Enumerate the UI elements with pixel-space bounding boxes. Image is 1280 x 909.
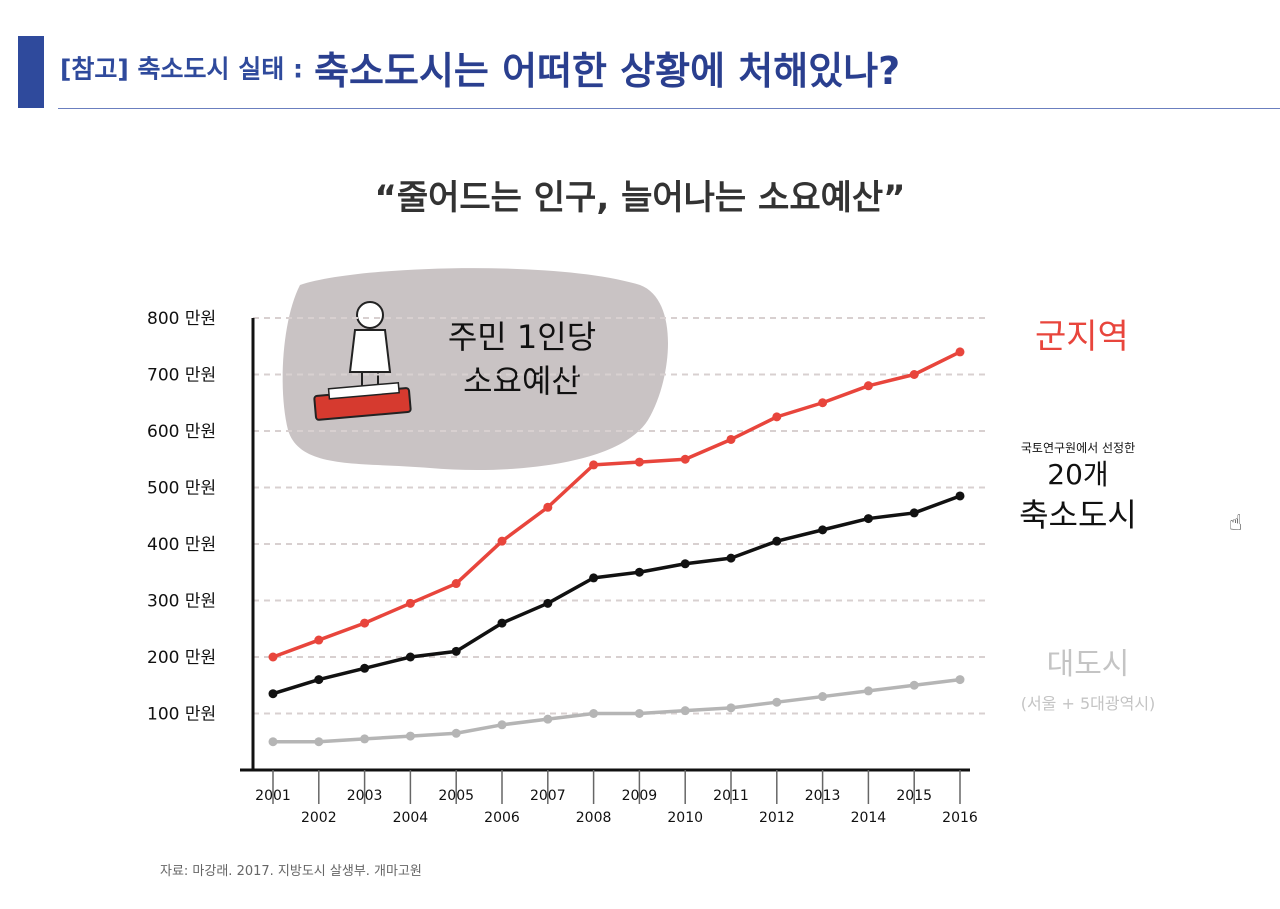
x-tick-label-2004: 2004 [393, 810, 429, 826]
series-0-point-2006 [497, 536, 507, 546]
callout-text-0: 주민 1인당 [448, 318, 596, 356]
series-line-0 [271, 350, 962, 659]
series-2-point-2004 [405, 731, 415, 741]
series-0-point-2004 [405, 598, 415, 608]
series-1-point-2012 [772, 536, 782, 546]
series-0-point-2005 [451, 579, 461, 589]
series-2-point-2012 [772, 697, 782, 707]
y-tick-label-100: 100 만원 [147, 705, 216, 725]
y-tick-label-800: 800 만원 [147, 309, 216, 329]
x-tick-label-2008: 2008 [576, 810, 612, 826]
series-0-point-2001 [268, 652, 278, 662]
series-2-point-2010 [680, 706, 690, 716]
callout-text-1: 소요예산 [463, 362, 581, 400]
series-label-1-line-0: 국토연구원에서 선정한 [1021, 441, 1135, 455]
series-1-point-2007 [543, 598, 553, 608]
series-2-point-2003 [360, 734, 370, 744]
series-label-0: 군지역 [1035, 317, 1129, 357]
series-1-point-2008 [589, 573, 599, 583]
x-tick-label-2005: 2005 [438, 788, 474, 804]
title-underline [58, 108, 1280, 109]
series-0-point-2014 [863, 381, 873, 391]
source-note: 자료: 마강래. 2017. 지방도시 살생부. 개마고원 [160, 864, 422, 879]
series-1-point-2002 [314, 675, 324, 685]
series-line-1 [271, 494, 962, 696]
series-2-point-2015 [909, 680, 919, 690]
title-main: 축소도시는 어떠한 상황에 처해있나? [314, 49, 901, 93]
series-1-point-2013 [818, 525, 828, 535]
series-2-point-2013 [818, 692, 828, 702]
series-0-point-2003 [360, 618, 370, 628]
series-1-point-2004 [405, 652, 415, 662]
series-1-point-2016 [955, 491, 965, 501]
series-2-point-2005 [451, 728, 461, 738]
y-tick-label-600: 600 만원 [147, 422, 216, 442]
series-1-point-2014 [863, 514, 873, 524]
x-tick-label-2015: 2015 [896, 788, 932, 804]
y-tick-label-400: 400 만원 [147, 535, 216, 555]
series-1-point-2006 [497, 618, 507, 628]
series-0-point-2012 [772, 412, 782, 422]
series-2-point-2011 [726, 703, 736, 713]
y-tick-label-300: 300 만원 [147, 592, 216, 612]
x-tick-label-2006: 2006 [484, 810, 520, 826]
series-0-point-2008 [589, 460, 599, 470]
slide-title: [참고] 축소도시 실태 : 축소도시는 어떠한 상황에 처해있나? [60, 40, 900, 95]
series-2-point-2001 [268, 737, 278, 747]
hand-pointer-icon: ☝ [1229, 511, 1243, 536]
series-label-2-line-0: 대도시 [1047, 647, 1130, 682]
series-1-point-2001 [268, 689, 278, 699]
series-0-point-2010 [680, 454, 690, 464]
slide-subtitle: “줄어드는 인구, 늘어나는 소요예산” [374, 178, 906, 218]
series-2-point-2016 [955, 675, 965, 685]
series-2-point-2008 [589, 709, 599, 718]
x-tick-label-2007: 2007 [530, 788, 566, 804]
series-0-point-2011 [726, 434, 736, 444]
series-0-point-2002 [314, 635, 324, 645]
y-tick-label-200: 200 만원 [147, 648, 216, 668]
series-label-2-line-1: (서울 + 5대광역시) [1021, 694, 1156, 713]
x-tick-label-2012: 2012 [759, 810, 795, 826]
x-tick-label-2013: 2013 [805, 788, 841, 804]
person-head [356, 301, 384, 329]
x-tick-label-2011: 2011 [713, 788, 749, 804]
series-0-point-2009 [634, 457, 644, 467]
x-tick-label-2014: 2014 [851, 810, 887, 826]
series-2-point-2014 [863, 686, 873, 696]
series-1-point-2005 [451, 646, 461, 656]
money-band [327, 381, 400, 400]
y-tick-label-500: 500 만원 [147, 479, 216, 499]
series-0-point-2015 [909, 370, 919, 379]
series-line-2 [271, 677, 962, 744]
series-2-point-2006 [497, 720, 507, 730]
title-accent-bar [18, 36, 44, 108]
series-label-1-line-1: 20개 [1047, 458, 1108, 491]
series-2-point-2007 [543, 714, 553, 724]
x-tick-label-2002: 2002 [301, 810, 337, 826]
series-1-point-2010 [680, 559, 690, 569]
person-body [348, 329, 392, 373]
series-1-point-2011 [726, 553, 736, 563]
x-tick-label-2001: 2001 [255, 788, 291, 804]
series-0-point-2007 [543, 502, 553, 512]
series-2-point-2009 [634, 709, 644, 718]
series-1-point-2015 [909, 508, 919, 518]
title-prefix: [참고] 축소도시 실태 : [60, 54, 303, 84]
y-tick-label-700: 700 만원 [147, 366, 216, 386]
series-label-1-line-2: 축소도시 [1019, 496, 1137, 534]
series-1-point-2009 [634, 567, 644, 577]
x-tick-label-2009: 2009 [622, 788, 658, 804]
series-0-point-2013 [818, 398, 828, 408]
x-tick-label-2003: 2003 [347, 788, 383, 804]
x-tick-label-2016: 2016 [942, 810, 978, 826]
series-0-point-2016 [955, 347, 965, 357]
x-tick-label-2010: 2010 [667, 810, 703, 826]
series-1-point-2003 [360, 663, 370, 673]
series-2-point-2002 [314, 737, 324, 747]
